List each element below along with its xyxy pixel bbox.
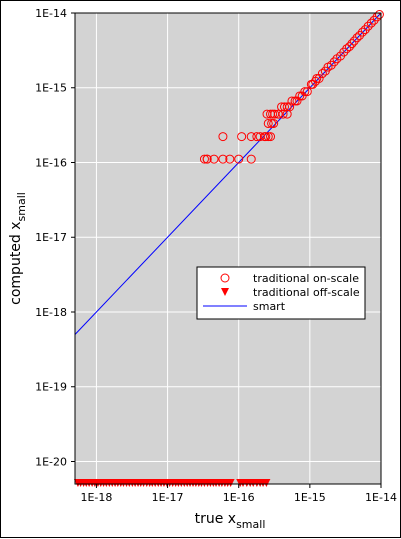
legend: traditional on-scale traditional off-sca… xyxy=(196,266,366,320)
on-scale-point xyxy=(282,102,292,112)
legend-marker-off-scale xyxy=(221,288,229,296)
y-axis-label: computed xsmall xyxy=(8,192,28,305)
y-axis-label-main: computed x xyxy=(8,221,24,304)
x-tick-label: 1E-15 xyxy=(294,491,326,504)
on-scale-point xyxy=(339,47,349,57)
on-scale-point xyxy=(279,102,289,112)
x-axis-label: true xsmall xyxy=(195,511,266,531)
off-scale-series xyxy=(73,479,271,487)
y-axis-label-sub: small xyxy=(15,192,28,221)
on-scale-point xyxy=(285,102,295,112)
on-scale-point xyxy=(287,96,297,106)
legend-label-smart: smart xyxy=(253,300,286,313)
on-scale-point xyxy=(374,9,384,19)
on-scale-point xyxy=(317,69,327,79)
on-scale-point xyxy=(218,132,228,142)
legend-marker-on-scale xyxy=(220,273,230,283)
on-scale-point xyxy=(278,109,288,119)
on-scale-point xyxy=(347,39,357,49)
on-scale-point xyxy=(342,44,352,54)
on-scale-point xyxy=(366,18,376,28)
on-scale-point xyxy=(266,132,276,142)
on-scale-point xyxy=(349,36,359,46)
on-scale-point xyxy=(360,25,370,35)
off-scale-point xyxy=(226,479,235,487)
x-axis-label-sub: small xyxy=(236,518,265,531)
off-scale-point xyxy=(262,479,271,487)
on-scale-point xyxy=(358,27,368,37)
on-scale-point xyxy=(355,31,365,41)
on-scale-point xyxy=(263,132,273,142)
on-scale-point xyxy=(246,132,256,142)
on-scale-point xyxy=(225,154,235,164)
y-tick-label: 1E-17 xyxy=(35,231,67,244)
on-scale-point xyxy=(329,57,339,67)
y-tick-label: 1E-15 xyxy=(35,82,67,95)
on-scale-point xyxy=(369,15,379,25)
on-scale-point xyxy=(326,60,336,70)
plot-background xyxy=(75,13,381,484)
on-scale-point xyxy=(234,154,244,164)
on-scale-point xyxy=(352,33,362,43)
on-scale-point xyxy=(269,118,279,128)
y-tick-label: 1E-16 xyxy=(35,156,67,169)
on-scale-point xyxy=(314,73,324,83)
on-scale-point xyxy=(363,21,373,31)
on-scale-point xyxy=(292,96,302,106)
x-tick-label: 1E-16 xyxy=(223,491,255,504)
on-scale-point xyxy=(344,42,354,52)
x-tick-label: 1E-14 xyxy=(365,491,397,504)
on-scale-point xyxy=(209,154,219,164)
y-tick-label: 1E-14 xyxy=(35,7,67,20)
on-scale-point xyxy=(302,87,312,97)
on-scale-point xyxy=(246,154,256,164)
on-scale-point xyxy=(199,154,209,164)
smart-line xyxy=(74,12,382,335)
legend-label-on-scale: traditional on-scale xyxy=(253,272,359,285)
y-axis-ticks: 1E-20 1E-19 1E-18 1E-17 1E-16 1E-15 1E-14 xyxy=(35,7,75,468)
on-scale-point xyxy=(300,87,310,97)
x-axis-ticks: 1E-18 1E-17 1E-16 1E-15 1E-14 xyxy=(80,484,397,504)
on-scale-point xyxy=(237,132,247,142)
on-scale-point xyxy=(202,154,212,164)
y-tick-label: 1E-20 xyxy=(35,455,67,468)
on-scale-point xyxy=(263,118,273,128)
x-tick-label: 1E-18 xyxy=(80,491,112,504)
y-tick-label: 1E-18 xyxy=(35,306,67,319)
on-scale-point xyxy=(218,154,228,164)
y-tick-label: 1E-19 xyxy=(35,381,67,394)
on-scale-point xyxy=(261,132,271,142)
plot-frame xyxy=(74,12,382,485)
on-scale-point xyxy=(308,79,318,89)
on-scale-point xyxy=(273,109,283,119)
on-scale-point xyxy=(252,132,262,142)
legend-label-off-scale: traditional off-scale xyxy=(253,286,360,299)
smart-line-series xyxy=(74,12,382,335)
x-axis-label-main: true x xyxy=(195,511,236,527)
x-tick-label: 1E-17 xyxy=(152,491,184,504)
